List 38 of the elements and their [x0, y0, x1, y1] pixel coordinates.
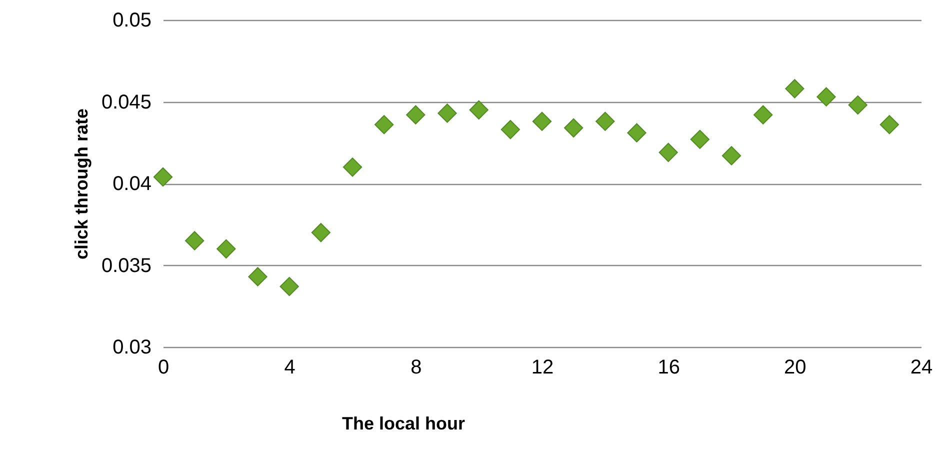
point [438, 104, 457, 123]
point [754, 105, 773, 124]
y-tick-label: 0.04 [112, 173, 152, 195]
point [658, 142, 678, 162]
point [280, 276, 299, 296]
point [374, 115, 394, 134]
y-axis-title: click through rate [71, 108, 92, 260]
point [248, 267, 268, 286]
point [153, 167, 173, 187]
point [342, 158, 362, 177]
point [532, 112, 552, 131]
y-tick-label: 0.035 [101, 254, 152, 277]
x-tick-label: 8 [410, 356, 422, 378]
point [216, 239, 236, 258]
point [690, 130, 710, 149]
point [880, 115, 899, 134]
point [500, 120, 520, 140]
x-tick-label: 12 [531, 356, 554, 378]
point [722, 146, 742, 166]
point [185, 231, 204, 250]
x-tick-label: 4 [284, 356, 296, 378]
x-tick-label: 0 [158, 356, 170, 378]
point [627, 123, 646, 142]
point [564, 118, 584, 138]
point [848, 95, 868, 115]
y-tick-label: 0.03 [112, 336, 152, 358]
y-tick-label: 0.05 [112, 10, 152, 32]
point [816, 87, 836, 106]
y-tick-label: 0.045 [101, 91, 152, 114]
point [596, 112, 615, 131]
point [311, 222, 330, 242]
x-tick-label: 24 [910, 356, 933, 378]
point [785, 79, 804, 98]
point [469, 100, 488, 120]
x-tick-label: 16 [658, 356, 680, 378]
x-axis-title: The local hour [342, 414, 466, 434]
point [406, 105, 426, 124]
x-tick-label: 20 [784, 356, 806, 378]
